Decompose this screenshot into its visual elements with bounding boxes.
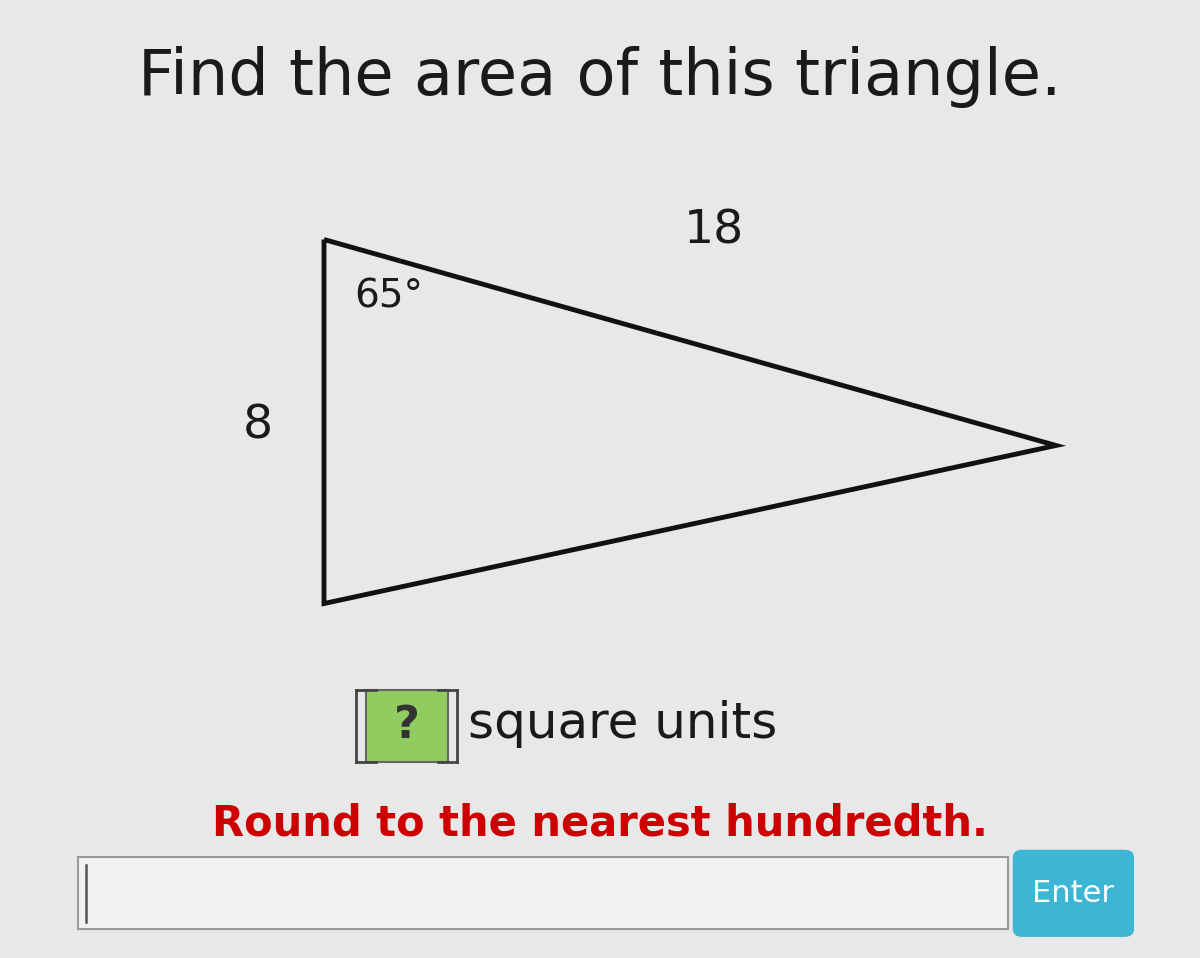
Text: 65°: 65° — [354, 278, 424, 316]
Text: ?: ? — [394, 704, 420, 747]
Text: square units: square units — [468, 700, 778, 748]
FancyBboxPatch shape — [78, 857, 1008, 929]
Text: 18: 18 — [684, 209, 744, 254]
Text: Find the area of this triangle.: Find the area of this triangle. — [138, 46, 1062, 107]
Text: Round to the nearest hundredth.: Round to the nearest hundredth. — [212, 803, 988, 845]
Text: Enter: Enter — [1032, 878, 1115, 908]
Text: 8: 8 — [242, 404, 274, 448]
FancyBboxPatch shape — [1013, 850, 1134, 937]
FancyBboxPatch shape — [366, 690, 448, 762]
